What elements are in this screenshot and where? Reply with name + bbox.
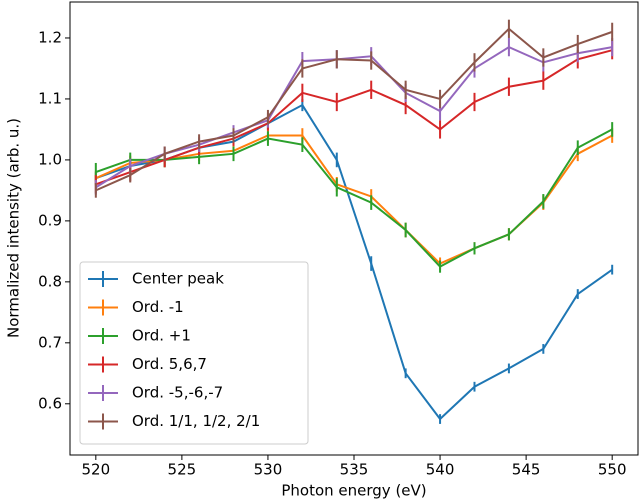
x-tick-label: 525 [168,461,197,479]
series-line [95,27,613,192]
x-tick-label: 535 [340,461,369,479]
x-tick-label: 545 [512,461,541,479]
series-line [95,134,613,265]
legend-label: Center peak [132,270,224,288]
legend-label: Ord. -1 [132,298,184,316]
x-tick-label: 530 [254,461,283,479]
legend-label: Ord. 1/1, 1/2, 2/1 [132,412,260,430]
y-tick-label: 1.2 [38,28,62,46]
series-line [95,49,613,186]
legend-label: Ord. -5,-6,-7 [132,384,223,402]
y-tick-label: 1.1 [38,89,62,107]
axes-frame [69,1,639,456]
x-axis-label: Photon energy (eV) [281,482,426,500]
y-tick-label: 0.6 [38,394,62,412]
x-tick-label: 520 [81,461,110,479]
legend-label: Ord. +1 [132,327,191,345]
x-tick-label: 550 [598,461,627,479]
y-tick-label: 0.7 [38,333,62,351]
series-line [95,45,613,189]
y-axis-label: Normalized intensity (arb. u.) [5,118,23,338]
legend-label: Ord. 5,6,7 [132,355,207,373]
y-tick-label: 1.0 [38,150,62,168]
x-tick-label: 540 [426,461,455,479]
legend-box [79,261,309,445]
y-tick-label: 0.8 [38,272,62,290]
y-tick-label: 0.9 [38,211,62,229]
series-line [95,128,613,268]
